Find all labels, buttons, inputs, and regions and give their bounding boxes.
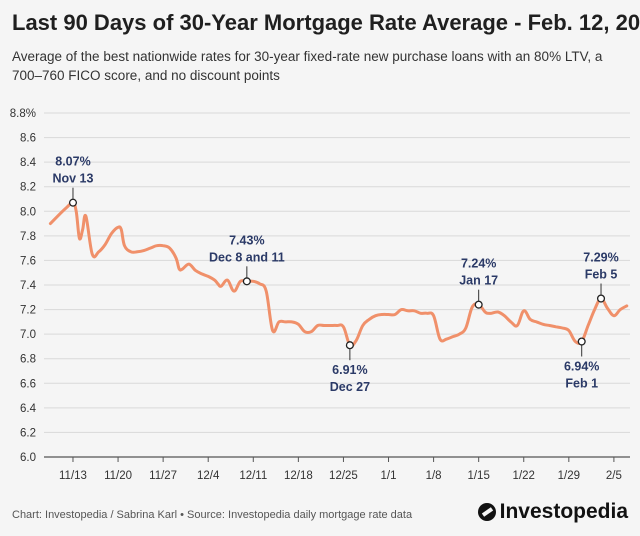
- annotation-value: 8.07%: [55, 155, 90, 169]
- annotation-value: 7.43%: [229, 233, 264, 247]
- series-line-0: [48, 201, 629, 348]
- annotation-value: 7.29%: [583, 251, 618, 265]
- data-point-marker: [577, 337, 586, 346]
- data-point-marker: [596, 294, 606, 303]
- x-tick-label: 2/5: [606, 470, 622, 482]
- y-tick-label: 7.6: [20, 255, 36, 267]
- x-tick-label: 1/22: [513, 470, 535, 482]
- x-tick-label: 11/13: [59, 470, 87, 482]
- y-tick-label: 6.4: [20, 403, 37, 415]
- annotation-date: Feb 5: [585, 268, 618, 282]
- data-point-marker: [68, 198, 78, 207]
- y-tick-label: 8.8%: [10, 108, 36, 120]
- data-point-marker: [474, 300, 483, 309]
- y-tick-label: 8.0: [20, 206, 36, 218]
- annotation-date: Jan 17: [459, 274, 498, 288]
- annotation-value: 6.94%: [564, 360, 599, 374]
- y-tick-label: 6.6: [20, 378, 36, 390]
- annotation-date: Dec 8 and 11: [209, 250, 285, 264]
- y-tick-label: 8.4: [20, 157, 37, 169]
- x-tick-label: 1/1: [381, 470, 397, 482]
- y-tick-label: 7.2: [20, 305, 36, 317]
- annotation-value: 6.91%: [332, 363, 367, 377]
- data-point-marker: [242, 277, 251, 286]
- x-tick-label: 1/15: [467, 470, 489, 482]
- x-tick-label: 12/18: [284, 470, 313, 482]
- x-tick-label: 11/20: [104, 470, 132, 482]
- y-tick-label: 6.8: [20, 354, 36, 366]
- brand-name: Investopedia: [499, 500, 628, 523]
- annotation-value: 7.24%: [461, 257, 496, 271]
- y-tick-label: 6.2: [20, 427, 36, 439]
- investopedia-logo-icon: [477, 503, 496, 521]
- y-tick-label: 8.2: [20, 182, 36, 194]
- annotation-date: Dec 27: [330, 380, 370, 394]
- y-tick-label: 8.6: [20, 133, 36, 145]
- data-point-marker: [345, 341, 354, 350]
- x-tick-label: 12/25: [329, 470, 358, 482]
- x-tick-label: 12/4: [197, 470, 220, 482]
- y-tick-label: 7.0: [20, 329, 36, 341]
- annotation-date: Feb 1: [565, 377, 598, 391]
- annotation-date: Nov 13: [52, 172, 93, 186]
- x-tick-label: 1/8: [426, 470, 442, 482]
- x-tick-label: 12/11: [239, 470, 267, 482]
- chart-source: Chart: Investopedia / Sabrina Karl • Sou…: [12, 509, 413, 521]
- y-tick-label: 7.8: [20, 231, 36, 243]
- chart-subtitle: Average of the best nationwide rates for…: [12, 49, 603, 83]
- y-tick-label: 7.4: [20, 280, 37, 292]
- brand-logo[interactable]: Investopedia: [477, 500, 628, 524]
- y-tick-label: 6.0: [20, 452, 36, 464]
- x-tick-label: 11/27: [149, 470, 177, 482]
- chart-title: Last 90 Days of 30-Year Mortgage Rate Av…: [12, 10, 640, 35]
- x-tick-label: 1/29: [558, 470, 580, 482]
